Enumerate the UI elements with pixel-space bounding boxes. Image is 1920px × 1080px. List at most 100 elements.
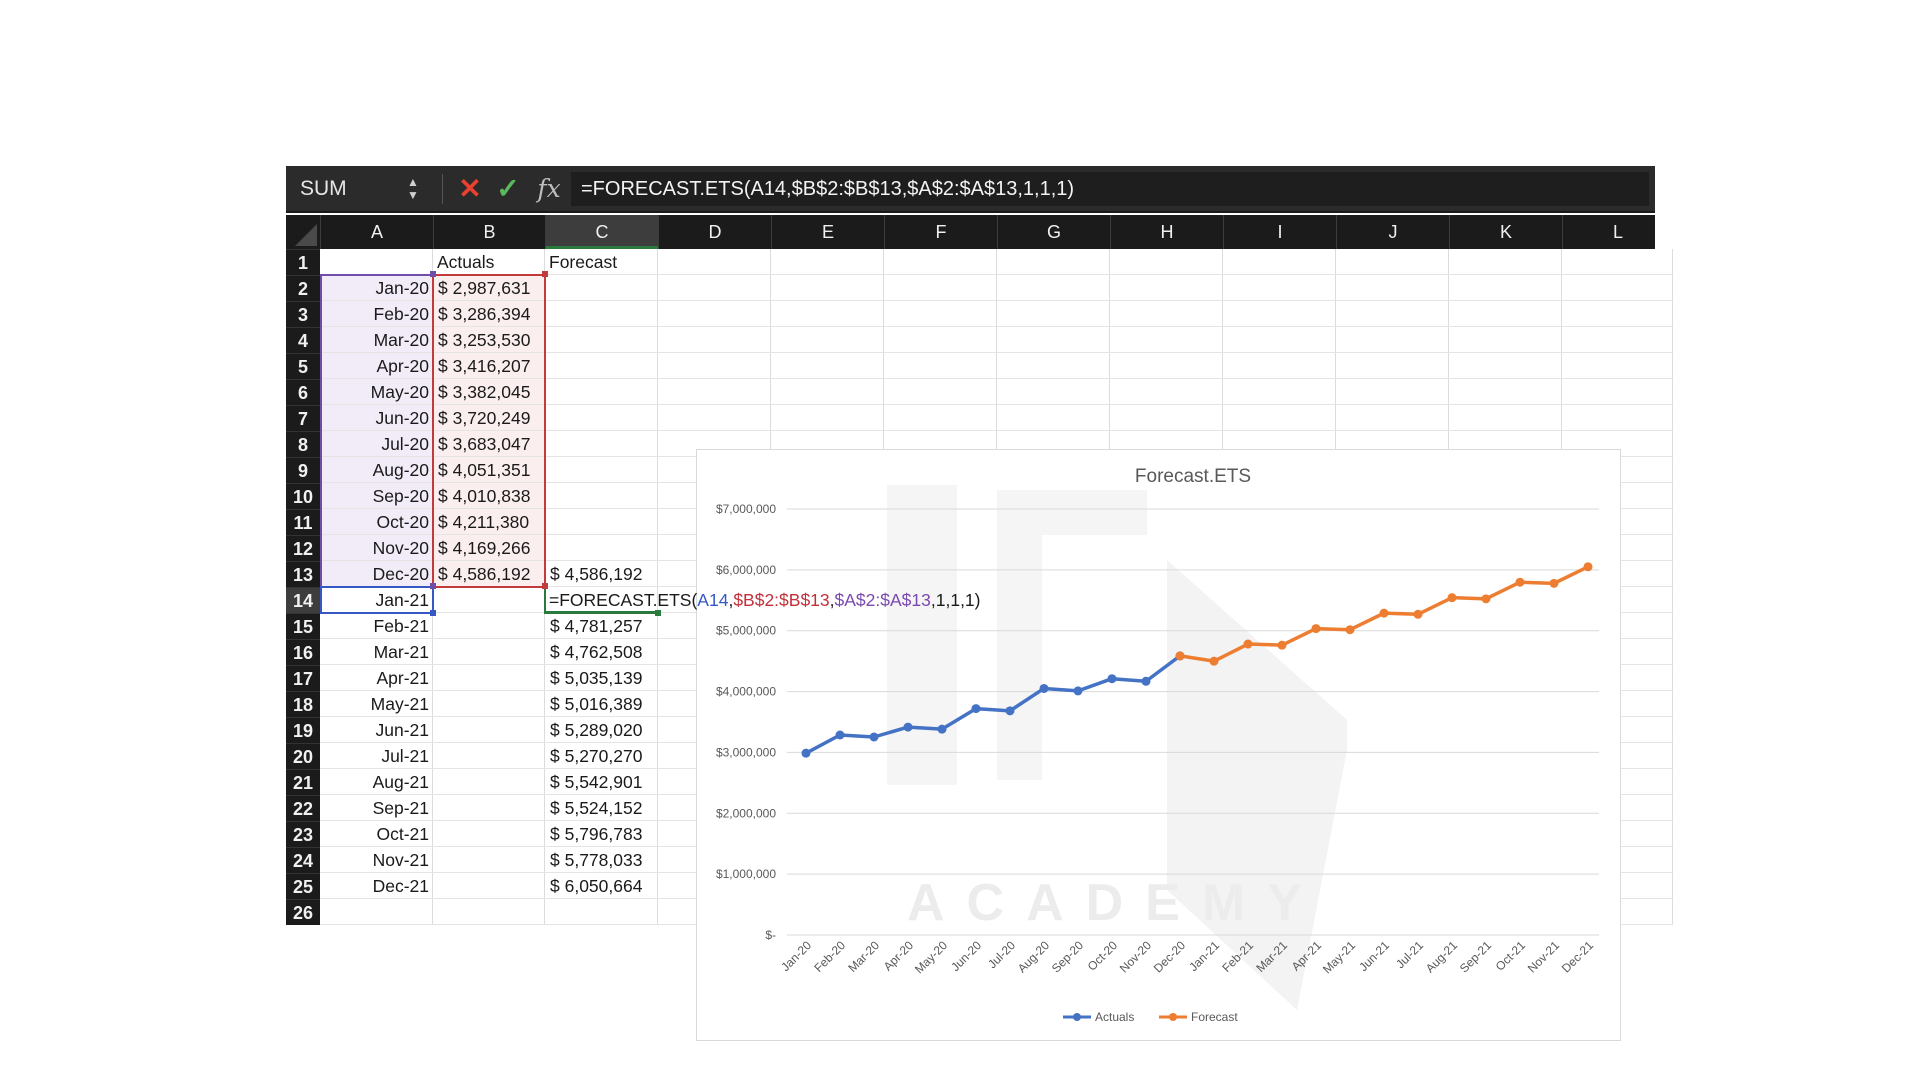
column-header-g[interactable]: G	[997, 215, 1110, 249]
row-number[interactable]: 4	[286, 327, 320, 353]
formula-input[interactable]: =FORECAST.ETS(A14,$B$2:$B$13,$A$2:$A$13,…	[571, 171, 1649, 206]
row-number[interactable]: 9	[286, 457, 320, 483]
row-number[interactable]: 23	[286, 821, 320, 847]
forecast-cell[interactable]: $ 4,762,508	[550, 642, 643, 662]
row-number[interactable]: 10	[286, 483, 320, 509]
date-cell[interactable]: Apr-20	[376, 356, 429, 376]
date-cell[interactable]: Sep-20	[372, 486, 429, 506]
row-number[interactable]: 21	[286, 769, 320, 795]
date-cell[interactable]: Jun-20	[375, 408, 429, 428]
actual-cell[interactable]: $ 4,586,192	[438, 564, 531, 584]
range-handle[interactable]	[430, 610, 436, 616]
forecast-cell[interactable]: $ 5,016,389	[550, 694, 643, 714]
date-cell[interactable]: May-21	[370, 694, 429, 714]
date-cell[interactable]: Jan-21	[375, 590, 429, 610]
column-header-f[interactable]: F	[884, 215, 997, 249]
forecast-cell[interactable]: $ 5,778,033	[550, 850, 643, 870]
actual-cell[interactable]: $ 3,720,249	[438, 408, 531, 428]
row-number[interactable]: 24	[286, 847, 320, 873]
date-cell[interactable]: Dec-20	[372, 564, 429, 584]
date-cell[interactable]: Aug-21	[372, 772, 429, 792]
date-cell[interactable]: Oct-21	[376, 824, 429, 844]
row-number[interactable]: 25	[286, 873, 320, 899]
column-header-k[interactable]: K	[1449, 215, 1562, 249]
forecast-cell[interactable]: $ 5,524,152	[550, 798, 643, 818]
actual-cell[interactable]: $ 4,169,266	[438, 538, 531, 558]
date-cell[interactable]: Jan-20	[375, 278, 429, 298]
range-handle[interactable]	[542, 271, 548, 277]
forecast-chart[interactable]: ACADEMY Forecast.ETS $7,000,000 $6,000,000 $…	[696, 449, 1621, 1041]
forecast-cell[interactable]: $ 5,289,020	[550, 720, 643, 740]
column-title-forecast[interactable]: Forecast	[549, 252, 618, 272]
row-number[interactable]: 5	[286, 353, 320, 379]
column-header-j[interactable]: J	[1336, 215, 1449, 249]
actual-cell[interactable]: $ 3,416,207	[438, 356, 531, 376]
select-all-corner[interactable]	[286, 215, 320, 249]
date-cell[interactable]: Feb-21	[373, 616, 429, 636]
row-number[interactable]: 13	[286, 561, 320, 587]
actual-cell[interactable]: $ 3,382,045	[438, 382, 531, 402]
forecast-cell[interactable]: $ 6,050,664	[550, 876, 643, 896]
row-number[interactable]: 7	[286, 405, 320, 431]
column-header-a[interactable]: A	[320, 215, 433, 249]
row-number[interactable]: 20	[286, 743, 320, 769]
actual-cell[interactable]: $ 3,683,047	[438, 434, 531, 454]
date-cell[interactable]: Mar-21	[373, 642, 429, 662]
date-cell[interactable]: Apr-21	[376, 668, 429, 688]
row-number[interactable]: 14	[286, 587, 320, 613]
row-number[interactable]: 12	[286, 535, 320, 561]
date-cell[interactable]: Feb-20	[373, 304, 429, 324]
actual-cell[interactable]: $ 2,987,631	[438, 278, 531, 298]
date-cell[interactable]: Nov-21	[372, 850, 429, 870]
forecast-cell[interactable]: $ 4,781,257	[550, 616, 643, 636]
forecast-cell[interactable]: $ 5,542,901	[550, 772, 643, 792]
column-header-d[interactable]: D	[658, 215, 771, 249]
range-handle[interactable]	[655, 610, 661, 616]
column-header-h[interactable]: H	[1110, 215, 1223, 249]
row-number[interactable]: 15	[286, 613, 320, 639]
date-cell[interactable]: Mar-20	[373, 330, 429, 350]
row-number[interactable]: 8	[286, 431, 320, 457]
forecast-cell[interactable]: $ 5,035,139	[550, 668, 643, 688]
actual-cell[interactable]: $ 4,010,838	[438, 486, 531, 506]
forecast-cell[interactable]: $ 5,796,783	[550, 824, 643, 844]
row-number[interactable]: 11	[286, 509, 320, 535]
fx-icon[interactable]: fx	[537, 174, 561, 203]
editing-cell[interactable]: =FORECAST.ETS(A14,$B$2:$B$13,$A$2:$A$13,…	[545, 587, 981, 613]
date-cell[interactable]: Dec-21	[372, 876, 429, 896]
actual-cell[interactable]: $ 4,211,380	[438, 512, 530, 532]
date-cell[interactable]: Aug-20	[372, 460, 429, 480]
column-header-i[interactable]: I	[1223, 215, 1336, 249]
range-handle[interactable]	[430, 271, 436, 277]
column-title-actuals[interactable]: Actuals	[437, 252, 495, 272]
column-header-e[interactable]: E	[771, 215, 884, 249]
check-icon[interactable]: ✓	[496, 173, 520, 204]
range-handle[interactable]	[542, 583, 548, 589]
date-cell[interactable]: Oct-20	[376, 512, 429, 532]
date-cell[interactable]: Nov-20	[372, 538, 429, 558]
row-number[interactable]: 19	[286, 717, 320, 743]
column-header-c[interactable]: C	[545, 215, 658, 249]
close-icon[interactable]: ✕	[458, 173, 482, 204]
actual-cell[interactable]: $ 4,051,351	[438, 460, 531, 480]
row-number[interactable]: 22	[286, 795, 320, 821]
row-number[interactable]: 1	[286, 249, 320, 275]
date-cell[interactable]: Jun-21	[375, 720, 429, 740]
row-number[interactable]: 2	[286, 275, 320, 301]
row-number[interactable]: 16	[286, 639, 320, 665]
actual-cell[interactable]: $ 3,286,394	[438, 304, 531, 324]
date-cell[interactable]: Sep-21	[372, 798, 429, 818]
name-box[interactable]: SUM	[300, 176, 347, 200]
column-header-b[interactable]: B	[433, 215, 545, 249]
actual-cell[interactable]: $ 3,253,530	[438, 330, 531, 350]
forecast-cell[interactable]: $ 4,586,192	[550, 564, 643, 584]
row-number[interactable]: 6	[286, 379, 320, 405]
row-number[interactable]: 18	[286, 691, 320, 717]
spinner-arrows-icon[interactable]: ▲ ▼	[407, 174, 419, 202]
forecast-cell[interactable]: $ 5,270,270	[550, 746, 643, 766]
row-number[interactable]: 17	[286, 665, 320, 691]
column-header-l[interactable]: L	[1562, 215, 1673, 249]
date-cell[interactable]: Jul-20	[381, 434, 429, 454]
date-cell[interactable]: Jul-21	[381, 746, 429, 766]
row-number[interactable]: 26	[286, 899, 320, 925]
